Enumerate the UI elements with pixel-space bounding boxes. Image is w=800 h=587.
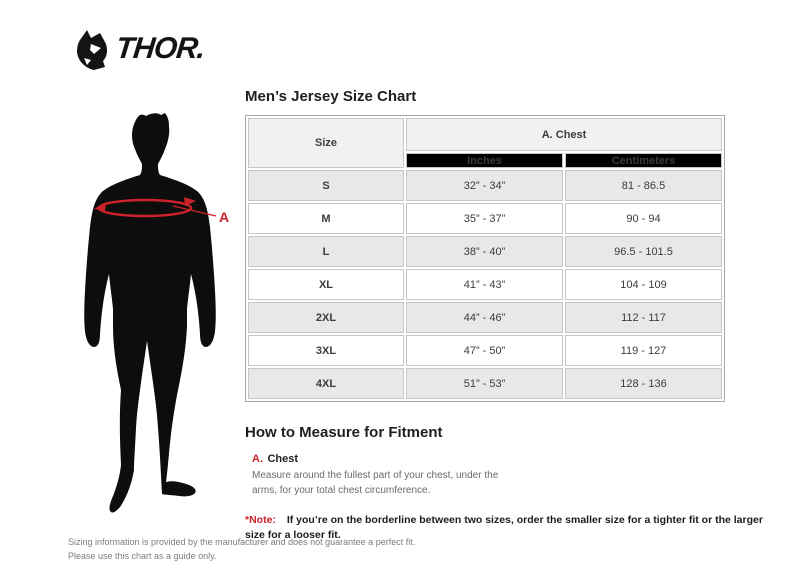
chest-loop-right-arrowhead <box>184 197 196 206</box>
thor-logo-text: THOR. <box>114 32 207 65</box>
size-label: XL <box>248 269 404 300</box>
sizing-note: *Note: If you’re on the borderline betwe… <box>245 513 785 542</box>
male-silhouette-graphic: A <box>84 113 229 513</box>
inches-value: 44” - 46” <box>406 302 563 333</box>
centimeters-value: 128 - 136 <box>565 368 722 399</box>
thor-helmet-icon <box>77 30 108 70</box>
note-text: If you’re on the borderline between two … <box>245 514 763 541</box>
footer-line-1: Sizing information is provided by the ma… <box>68 537 416 547</box>
male-silhouette-shape <box>84 113 216 513</box>
chest-label-pointer-line <box>172 205 217 217</box>
chest-label-a: A <box>219 209 229 225</box>
column-header-chest: A. Chest <box>406 118 722 151</box>
size-label: S <box>248 170 404 201</box>
inches-value: 38” - 40” <box>406 236 563 267</box>
column-header-inches: Inches <box>406 153 563 168</box>
table-row-l: L 38” - 40” 96.5 - 101.5 <box>248 236 722 267</box>
inches-value: 51” - 53” <box>406 368 563 399</box>
centimeters-value: 104 - 109 <box>565 269 722 300</box>
table-row-xl: XL 41” - 43” 104 - 109 <box>248 269 722 300</box>
centimeters-value: 119 - 127 <box>565 335 722 366</box>
inches-value: 32” - 34” <box>406 170 563 201</box>
centimeters-value: 81 - 86.5 <box>565 170 722 201</box>
footer-disclaimer: Sizing information is provided by the ma… <box>68 536 415 563</box>
inches-value: 41” - 43” <box>406 269 563 300</box>
centimeters-value: 90 - 94 <box>565 203 722 234</box>
inches-value: 35” - 37” <box>406 203 563 234</box>
measure-item-title: A. Chest <box>252 449 514 467</box>
inches-value: 47” - 50” <box>406 335 563 366</box>
size-label: 2XL <box>248 302 404 333</box>
table-row-s: S 32” - 34” 81 - 86.5 <box>248 170 722 201</box>
measure-item-name: Chest <box>267 453 299 465</box>
table-header-row-1: Size A. Chest <box>248 118 722 168</box>
size-chart-table: Size A. Chest Inches Centimeters S 32” -… <box>245 115 725 402</box>
thor-logo: THOR. <box>74 28 207 70</box>
table-row-m: M 35” - 37” 90 - 94 <box>248 203 722 234</box>
measure-item-key: A. <box>252 453 263 465</box>
centimeters-value: 112 - 117 <box>565 302 722 333</box>
table-row-2xl: 2XL 44” - 46” 112 - 117 <box>248 302 722 333</box>
size-label: M <box>248 203 404 234</box>
measure-item-chest: A. Chest Measure around the fullest part… <box>252 449 514 498</box>
note-label: *Note: <box>245 514 276 526</box>
column-header-centimeters: Centimeters <box>565 153 722 168</box>
column-header-size: Size <box>248 118 404 168</box>
page-title: Men’s Jersey Size Chart <box>245 88 417 105</box>
table-row-4xl: 4XL 51” - 53” 128 - 136 <box>248 368 722 399</box>
measure-section-heading: How to Measure for Fitment <box>245 424 443 441</box>
size-label: 3XL <box>248 335 404 366</box>
footer-line-2: Please use this chart as a guide only. <box>68 550 217 561</box>
table-header-row-2: Inches Centimeters <box>248 153 722 168</box>
chest-loop-left-arrowhead <box>94 202 106 211</box>
body-measurement-figure: A <box>75 112 235 522</box>
measure-item-description: Measure around the fullest part of your … <box>252 470 499 496</box>
size-label: 4XL <box>248 368 404 399</box>
size-label: L <box>248 236 404 267</box>
table-row-3xl: 3XL 47” - 50” 119 - 127 <box>248 335 722 366</box>
centimeters-value: 96.5 - 101.5 <box>565 236 722 267</box>
